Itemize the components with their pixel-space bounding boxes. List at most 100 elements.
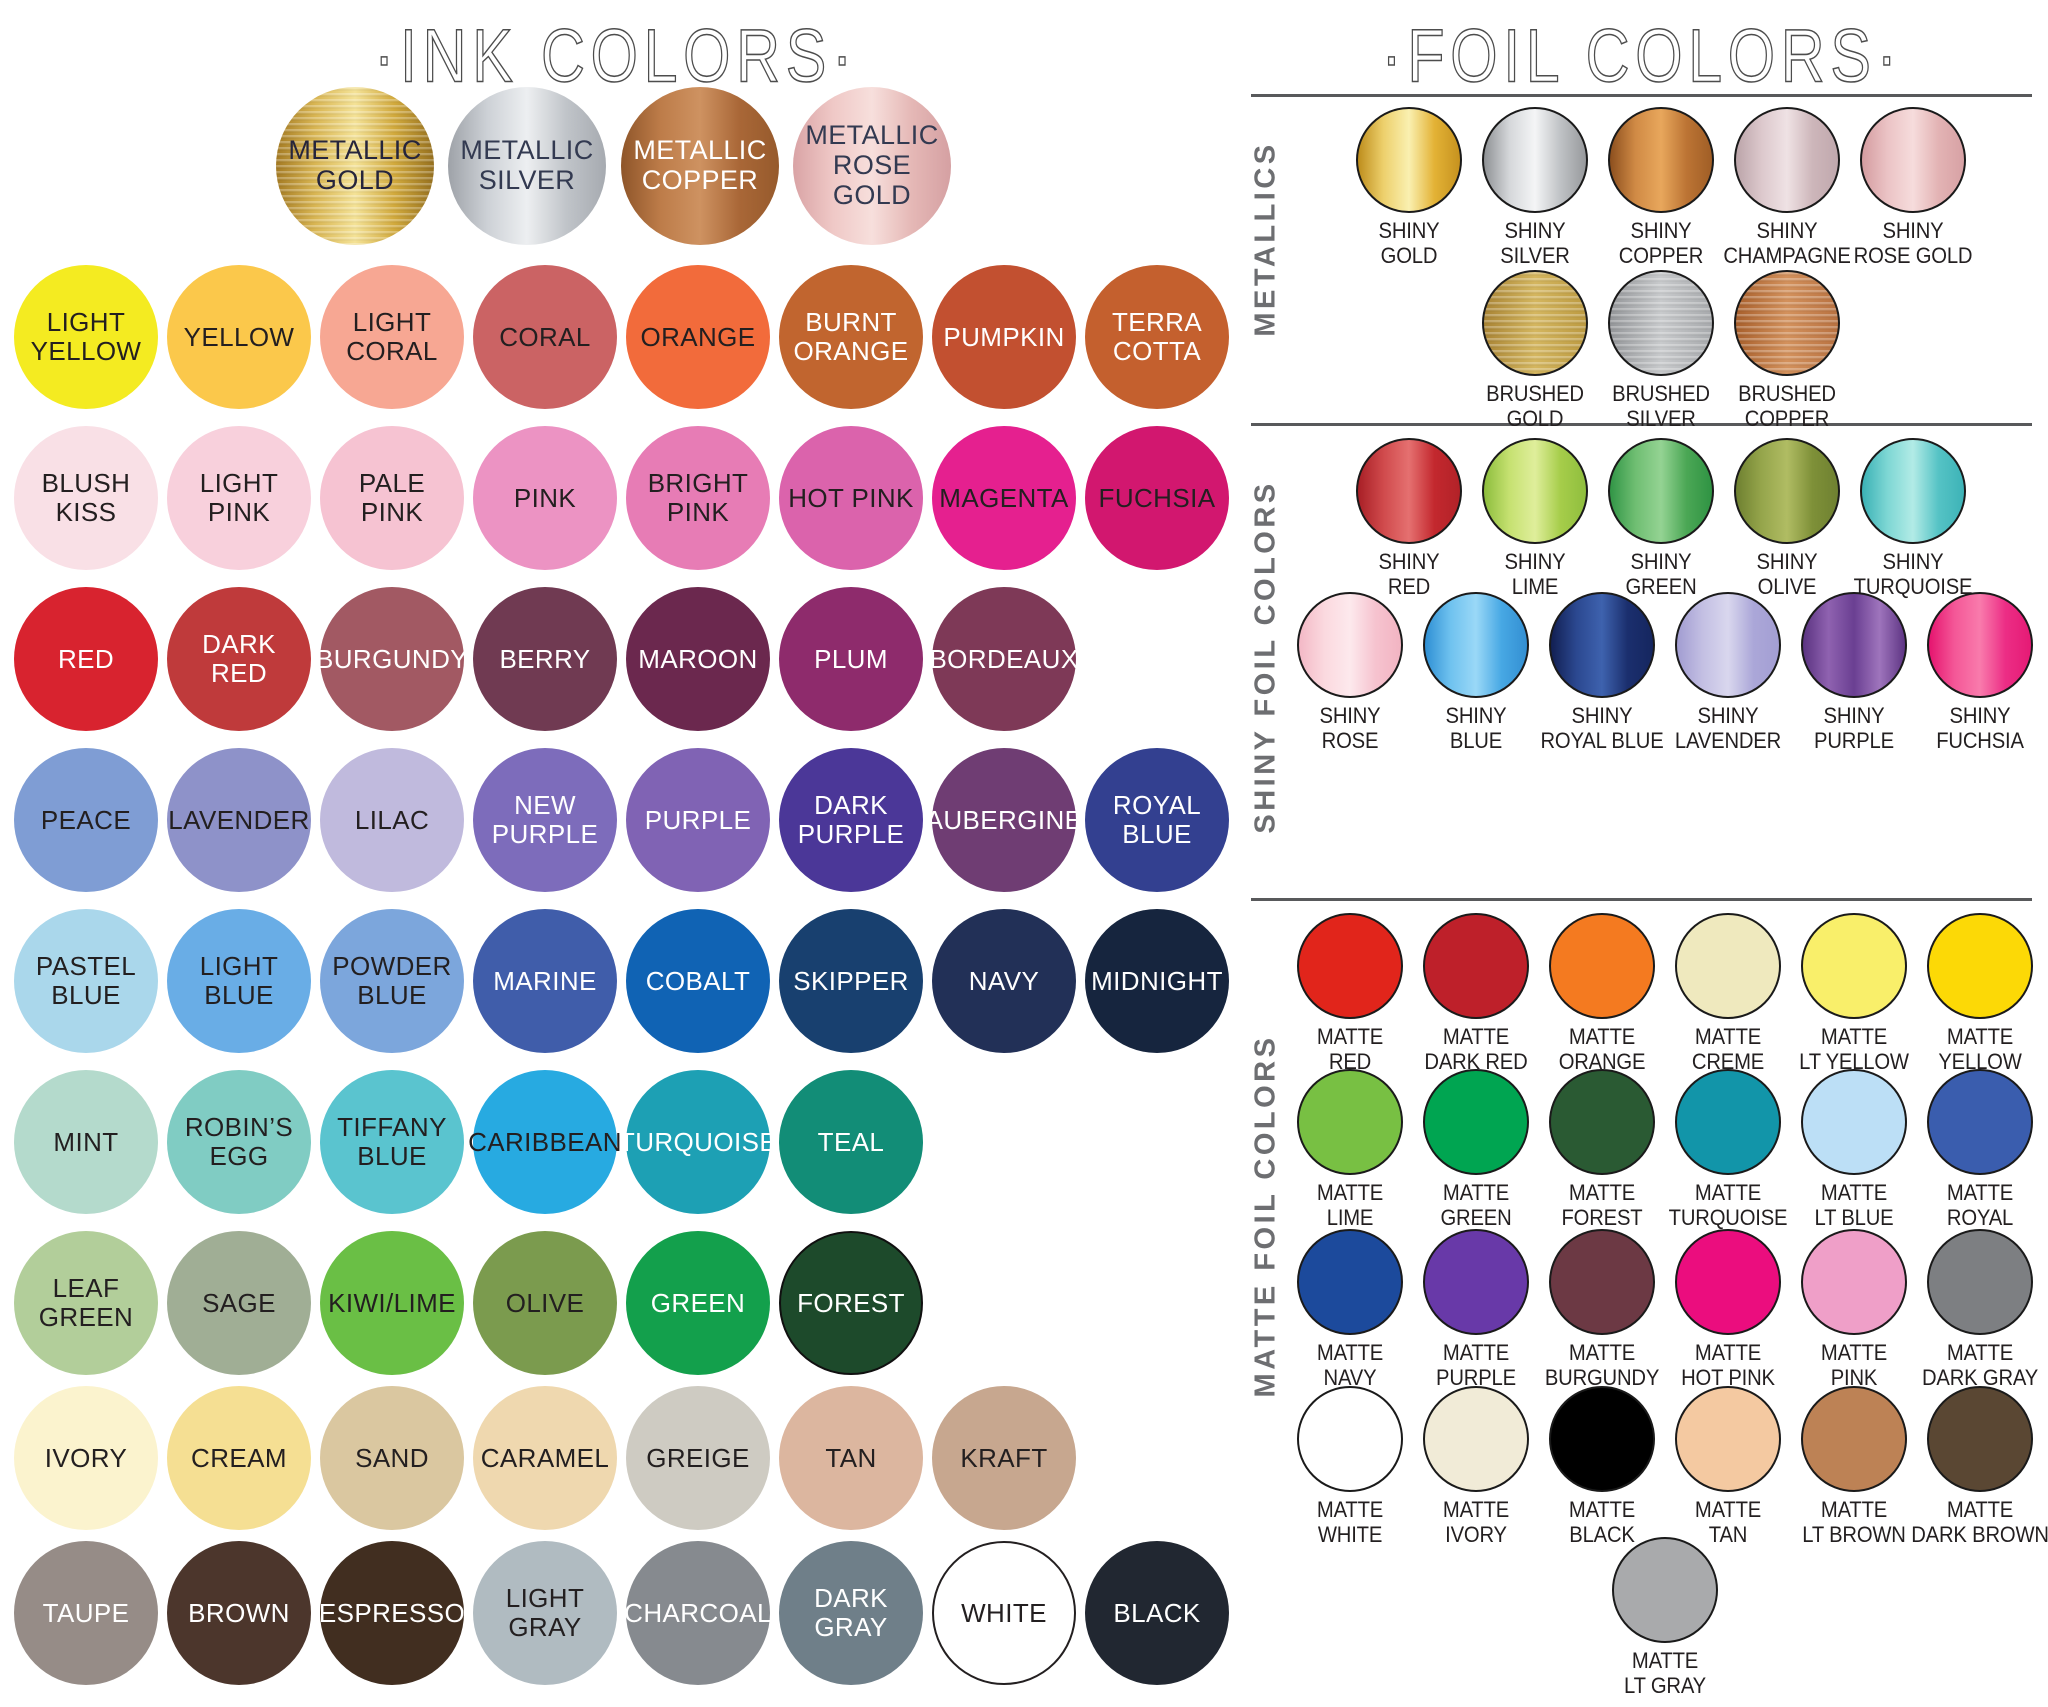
ink-swatch-caribbean: CARIBBEAN — [468, 1070, 622, 1214]
foil-swatch-label: MATTE DARK RED — [1424, 1024, 1528, 1075]
foil-swatch-matte-dark-gray — [1927, 1229, 2033, 1335]
ink-swatch-label: KIWI/LIME — [328, 1287, 456, 1318]
ink-swatch-pink: PINK — [473, 426, 617, 570]
foil-swatch-label: SHINY ROYAL BLUE — [1540, 703, 1664, 754]
ink-swatch-dark-gray: DARK GRAY — [779, 1541, 923, 1685]
ink-swatch-label: CORAL — [499, 321, 591, 352]
ink-swatch-label: TEAL — [817, 1126, 885, 1157]
ink-swatch-plum: PLUM — [779, 587, 923, 731]
ink-swatch-label: BRIGHT PINK — [647, 468, 749, 527]
ink-swatch-kiwi-lime: KIWI/LIME — [320, 1231, 464, 1375]
ink-swatch-label: LIGHT CORAL — [346, 307, 438, 366]
ink-swatch-burgundy: BURGUNDY — [316, 587, 468, 731]
ink-swatch-label: SAND — [355, 1442, 429, 1473]
foil-swatch-shiny-copper — [1608, 107, 1714, 213]
ink-swatch-label: SAGE — [202, 1287, 276, 1318]
ink-swatch-label: CARIBBEAN — [468, 1126, 622, 1157]
foil-swatch-label: MATTE ORANGE — [1558, 1024, 1646, 1075]
ink-swatch-label: CREAM — [191, 1442, 287, 1473]
ink-swatch-coral: CORAL — [473, 265, 617, 409]
ink-swatch-dark-red: DARK RED — [167, 587, 311, 731]
ink-swatch-label: PUMPKIN — [943, 321, 1065, 352]
ink-swatch-label: PINK — [513, 482, 577, 513]
ink-swatch-label: COBALT — [645, 965, 751, 996]
ink-swatch-label: FUCHSIA — [1098, 482, 1216, 513]
ink-swatch-label: FOREST — [797, 1287, 905, 1318]
ink-swatch-label: AUBERGINE — [925, 804, 1083, 835]
foil-swatch-matte-white — [1297, 1386, 1403, 1492]
ink-swatch-light-coral: LIGHT CORAL — [320, 265, 464, 409]
foil-swatch-matte-orange — [1549, 913, 1655, 1019]
ink-swatch-label: PLUM — [814, 643, 888, 674]
ink-swatch-label: PASTEL BLUE — [35, 951, 137, 1010]
ink-swatch-label: METALLIC SILVER — [460, 135, 594, 195]
ink-swatch-label: TAUPE — [42, 1597, 130, 1628]
ink-swatch-label: MARINE — [493, 965, 597, 996]
ink-swatch-label: TAN — [825, 1442, 877, 1473]
foil-swatch-label: BRUSHED SILVER — [1612, 381, 1710, 432]
foil-section-label-metallics: METALLICS — [1249, 141, 1282, 337]
ink-swatch-pastel-blue: PASTEL BLUE — [14, 909, 158, 1053]
foil-swatch-label: SHINY LIME — [1504, 549, 1566, 600]
foil-swatch-label: SHINY RED — [1378, 549, 1440, 600]
ink-swatch-ivory: IVORY — [14, 1386, 158, 1530]
ink-swatch-label: MIDNIGHT — [1091, 965, 1223, 996]
ink-swatch-teal: TEAL — [779, 1070, 923, 1214]
ink-swatch-marine: MARINE — [473, 909, 617, 1053]
foil-swatch-shiny-purple — [1801, 592, 1907, 698]
ink-swatch-charcoal: CHARCOAL — [624, 1541, 771, 1685]
foil-swatch-shiny-blue — [1423, 592, 1529, 698]
foil-swatch-matte-green — [1423, 1069, 1529, 1175]
ink-swatch-green: GREEN — [626, 1231, 770, 1375]
foil-swatch-label: MATTE IVORY — [1442, 1497, 1510, 1548]
ink-swatch-label: PURPLE — [644, 804, 752, 835]
ink-swatch-label: LIGHT GRAY — [505, 1583, 585, 1642]
ink-swatch-powder-blue: POWDER BLUE — [320, 909, 464, 1053]
foil-swatch-matte-hot-pink — [1675, 1229, 1781, 1335]
foil-swatch-brushed-silver — [1608, 270, 1714, 376]
ink-swatch-caramel: CARAMEL — [473, 1386, 617, 1530]
foil-swatch-label: MATTE BURGUNDY — [1544, 1340, 1660, 1391]
foil-swatch-label: MATTE LT BROWN — [1802, 1497, 1906, 1548]
foil-swatch-label: MATTE LT GRAY — [1624, 1648, 1706, 1699]
ink-swatch-label: MINT — [53, 1126, 119, 1157]
ink-swatch-label: HOT PINK — [788, 482, 914, 513]
ink-swatch-tiffany-blue: TIFFANY BLUE — [320, 1070, 464, 1214]
foil-swatch-label: MATTE DARK GRAY — [1921, 1340, 2039, 1391]
foil-swatch-label: SHINY PURPLE — [1814, 703, 1894, 754]
ink-swatch-orange: ORANGE — [626, 265, 770, 409]
foil-swatch-shiny-royal-blue — [1549, 592, 1655, 698]
ink-swatch-label: BURNT ORANGE — [793, 307, 909, 366]
foil-swatch-matte-burgundy — [1549, 1229, 1655, 1335]
foil-swatch-matte-royal — [1927, 1069, 2033, 1175]
ink-swatch-black: BLACK — [1085, 1541, 1229, 1685]
ink-swatch-light-pink: LIGHT PINK — [167, 426, 311, 570]
foil-swatch-brushed-gold — [1482, 270, 1588, 376]
ink-swatch-label: ORANGE — [640, 321, 756, 352]
ink-swatch-light-gray: LIGHT GRAY — [473, 1541, 617, 1685]
foil-swatch-matte-turquoise — [1675, 1069, 1781, 1175]
foil-swatch-matte-black — [1549, 1386, 1655, 1492]
foil-section-label-shiny-foil-colors: SHINY FOIL COLORS — [1249, 480, 1282, 834]
foil-swatch-shiny-turquoise — [1860, 438, 1966, 544]
foil-swatch-matte-dark-brown — [1927, 1386, 2033, 1492]
foil-swatch-label: SHINY BLUE — [1445, 703, 1507, 754]
ink-swatch-cream: CREAM — [167, 1386, 311, 1530]
ink-swatch-label: DARK PURPLE — [797, 790, 905, 849]
ink-swatch-kraft: KRAFT — [932, 1386, 1076, 1530]
foil-swatch-label: SHINY TURQUOISE — [1853, 549, 1973, 600]
ink-swatch-olive: OLIVE — [473, 1231, 617, 1375]
ink-swatch-red: RED — [14, 587, 158, 731]
section-divider — [1251, 94, 2032, 97]
ink-swatch-tan: TAN — [779, 1386, 923, 1530]
foil-swatch-matte-red — [1297, 913, 1403, 1019]
ink-swatch-maroon: MAROON — [626, 587, 770, 731]
ink-swatch-label: DARK GRAY — [814, 1583, 888, 1642]
foil-swatch-label: MATTE LIME — [1316, 1180, 1384, 1231]
ink-swatch-label: BURGUNDY — [316, 643, 468, 674]
ink-swatch-light-yellow: LIGHT YELLOW — [14, 265, 158, 409]
ink-swatch-label: BROWN — [188, 1597, 290, 1628]
foil-swatch-label: MATTE CREME — [1691, 1024, 1765, 1075]
ink-swatch-purple: PURPLE — [626, 748, 770, 892]
